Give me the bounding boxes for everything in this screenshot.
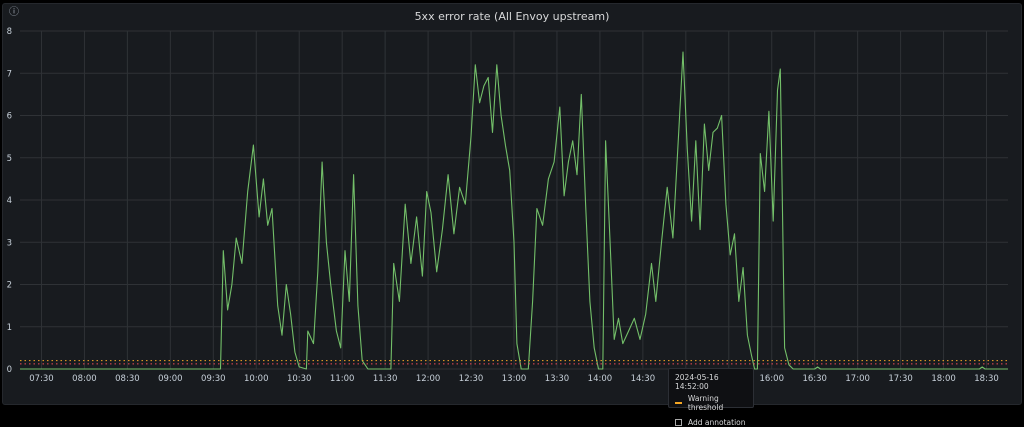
x-tick-label: 09:30	[201, 374, 226, 384]
x-tick-label: 11:30	[373, 374, 398, 384]
x-tick-label: 18:00	[931, 374, 956, 384]
y-tick-label: 8	[7, 27, 12, 37]
x-tick-label: 14:30	[631, 374, 656, 384]
y-tick-label: 5	[7, 154, 12, 164]
x-tick-label: 09:00	[158, 374, 183, 384]
y-tick-label: 2	[7, 281, 12, 291]
info-icon[interactable]: ⓘ	[9, 7, 19, 18]
x-tick-label: 07:30	[29, 374, 54, 384]
x-tick-label: 11:00	[330, 374, 355, 384]
tooltip: 2024-05-16 14:52:00 Warning threshold Ad…	[668, 368, 754, 427]
series-line[interactable]	[20, 51, 1008, 370]
x-tick-label: 12:30	[459, 374, 484, 384]
x-tick-label: 10:30	[287, 374, 312, 384]
y-tick-label: 1	[7, 323, 12, 333]
x-tick-label: 17:30	[888, 374, 913, 384]
y-tick-label: 6	[7, 112, 12, 122]
add-annotation-button[interactable]: Add annotation	[675, 418, 747, 427]
panel-title[interactable]: 5xx error rate (All Envoy upstream)	[414, 10, 610, 23]
x-tick-label: 16:30	[802, 374, 827, 384]
y-tick-label: 4	[7, 196, 12, 206]
tooltip-timestamp: 2024-05-16 14:52:00	[675, 373, 719, 391]
x-tick-label: 16:00	[759, 374, 784, 384]
series-color-swatch	[675, 402, 682, 404]
tooltip-series-row: Warning threshold	[675, 394, 747, 412]
line-chart[interactable]: 0 1 2 3 4 5 6 7 8 07:30 08:00 08:30 09:00 09:30 10:00 1…	[0, 0, 1024, 407]
x-tick-label: 12:00	[416, 374, 441, 384]
x-tick-label: 10:00	[244, 374, 269, 384]
x-tick-label: 13:00	[502, 374, 527, 384]
x-tick-label: 17:00	[845, 374, 870, 384]
y-tick-label: 3	[7, 238, 12, 248]
y-tick-label: 0	[7, 365, 12, 375]
y-tick-label: 7	[7, 69, 12, 79]
x-tick-label: 08:30	[115, 374, 140, 384]
annotation-icon	[675, 419, 682, 426]
x-tick-label: 13:30	[545, 374, 570, 384]
x-tick-label: 08:00	[72, 374, 97, 384]
x-tick-label: 14:00	[588, 374, 613, 384]
tooltip-series-label: Warning threshold	[687, 394, 724, 412]
add-annotation-label: Add annotation	[688, 418, 746, 427]
x-tick-label: 18:30	[974, 374, 999, 384]
